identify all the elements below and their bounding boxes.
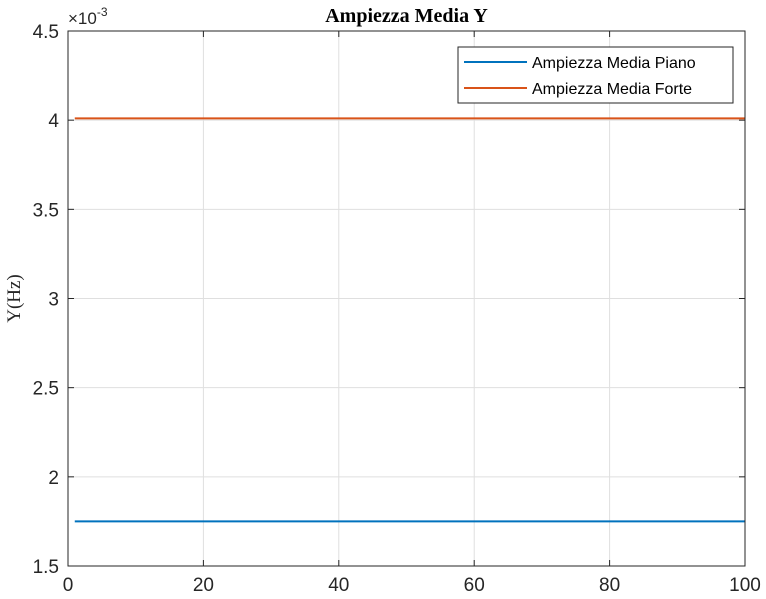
x-tick-label: 80 [599, 575, 620, 596]
y-tick-label: 4.5 [33, 22, 59, 43]
y-tick-label: 1.5 [33, 557, 59, 578]
chart-title: Ampiezza Media Y [325, 5, 488, 27]
exponent-base: ×10 [68, 9, 97, 28]
y-axis-label: Y(Hz) [4, 274, 25, 323]
y-axis-exponent: ×10-3 [68, 5, 108, 28]
x-tick-label: 0 [63, 575, 74, 596]
y-tick-label: 3 [48, 290, 59, 311]
exponent-value: -3 [97, 5, 108, 19]
y-tick-label: 4 [48, 111, 59, 132]
legend[interactable]: Ampiezza Media Piano Ampiezza Media Fort… [457, 46, 734, 104]
legend-label-piano: Ampiezza Media Piano [532, 55, 696, 72]
x-tick-label: 60 [464, 575, 485, 596]
x-tick-label: 40 [328, 575, 349, 596]
legend-box [457, 46, 734, 104]
y-tick-label: 2.5 [33, 379, 59, 400]
y-tick-label: 3.5 [33, 200, 59, 221]
legend-label-forte: Ampiezza Media Forte [532, 81, 692, 98]
x-tick-label: 100 [729, 575, 761, 596]
series-layer [74, 117, 745, 523]
y-tick-label: 2 [48, 468, 59, 489]
x-tick-label: 20 [193, 575, 214, 596]
label-layer: 0 20 40 60 80 100 1.5 2 2.5 3 3.5 4 4.5 [33, 22, 761, 596]
tick-layer [67, 30, 746, 567]
grid-layer [67, 30, 746, 567]
